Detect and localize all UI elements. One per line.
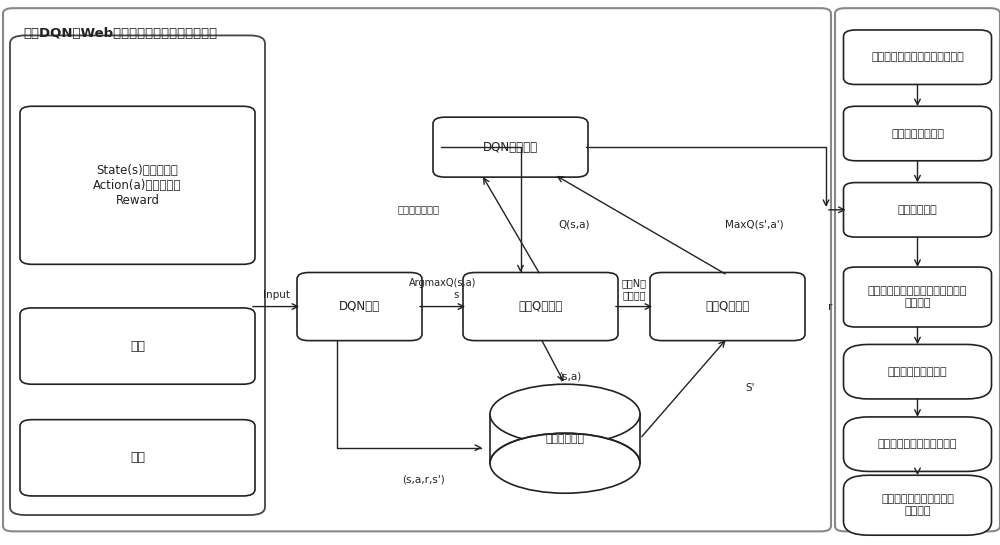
Text: 工人接受并执行任务: 工人接受并执行任务 (888, 367, 947, 377)
Text: S': S' (746, 383, 755, 393)
FancyBboxPatch shape (297, 272, 422, 341)
Text: DQN损失函数: DQN损失函数 (483, 141, 538, 154)
Text: 回放记忆单元: 回放记忆单元 (546, 434, 584, 444)
Text: 每隔N步
拷贝参数: 每隔N步 拷贝参数 (622, 278, 646, 300)
FancyBboxPatch shape (844, 30, 992, 84)
FancyBboxPatch shape (844, 417, 992, 471)
Text: 众包平台接收任务: 众包平台接收任务 (891, 129, 944, 138)
FancyBboxPatch shape (463, 272, 618, 341)
FancyBboxPatch shape (844, 106, 992, 161)
FancyBboxPatch shape (20, 106, 255, 264)
Text: 基于DQN的Web服务测试任务分配模型的训练: 基于DQN的Web服务测试任务分配模型的训练 (23, 27, 217, 40)
Text: 当前Q值网络: 当前Q值网络 (518, 300, 563, 313)
Text: 约束: 约束 (130, 451, 145, 464)
Text: 工人完成任务并将结果返回: 工人完成任务并将结果返回 (878, 439, 957, 449)
FancyBboxPatch shape (844, 344, 992, 399)
FancyBboxPatch shape (433, 117, 588, 177)
FancyBboxPatch shape (844, 475, 992, 535)
FancyBboxPatch shape (844, 183, 992, 237)
Ellipse shape (490, 384, 640, 444)
Text: 误差函数的梯度: 误差函数的梯度 (397, 204, 439, 214)
Text: Input: Input (262, 290, 290, 300)
Text: 平台将执行结果反馈给任
务请求者: 平台将执行结果反馈给任 务请求者 (881, 494, 954, 516)
Text: ArgmaxQ(s,a)
         s: ArgmaxQ(s,a) s (409, 278, 476, 300)
FancyBboxPatch shape (10, 35, 265, 515)
Bar (490, 414, 640, 463)
Text: 请求者发布众包任务到众包平台: 请求者发布众包任务到众包平台 (871, 52, 964, 62)
Text: 平台按照模型的分配结果将任务分
发给工人: 平台按照模型的分配结果将任务分 发给工人 (868, 286, 967, 308)
Text: (s,a): (s,a) (558, 371, 582, 381)
Ellipse shape (490, 433, 640, 493)
Text: (s,a,r,s'): (s,a,r,s') (402, 475, 445, 485)
Text: DQN环境: DQN环境 (339, 300, 380, 313)
FancyBboxPatch shape (20, 308, 255, 384)
Ellipse shape (490, 433, 640, 493)
Text: r: r (828, 301, 832, 312)
FancyBboxPatch shape (835, 8, 1000, 531)
FancyBboxPatch shape (20, 420, 255, 496)
FancyBboxPatch shape (844, 267, 992, 327)
Text: MaxQ(s',a'): MaxQ(s',a') (726, 220, 784, 230)
Text: 目标Q值网络: 目标Q值网络 (705, 300, 750, 313)
FancyBboxPatch shape (650, 272, 805, 341)
Text: Q(s,a): Q(s,a) (558, 220, 590, 230)
Text: 训练好的模型: 训练好的模型 (898, 205, 937, 215)
Text: State(s)：测试任务
Action(a)：测试工人
Reward: State(s)：测试任务 Action(a)：测试工人 Reward (93, 164, 182, 207)
Text: 目标: 目标 (130, 340, 145, 353)
